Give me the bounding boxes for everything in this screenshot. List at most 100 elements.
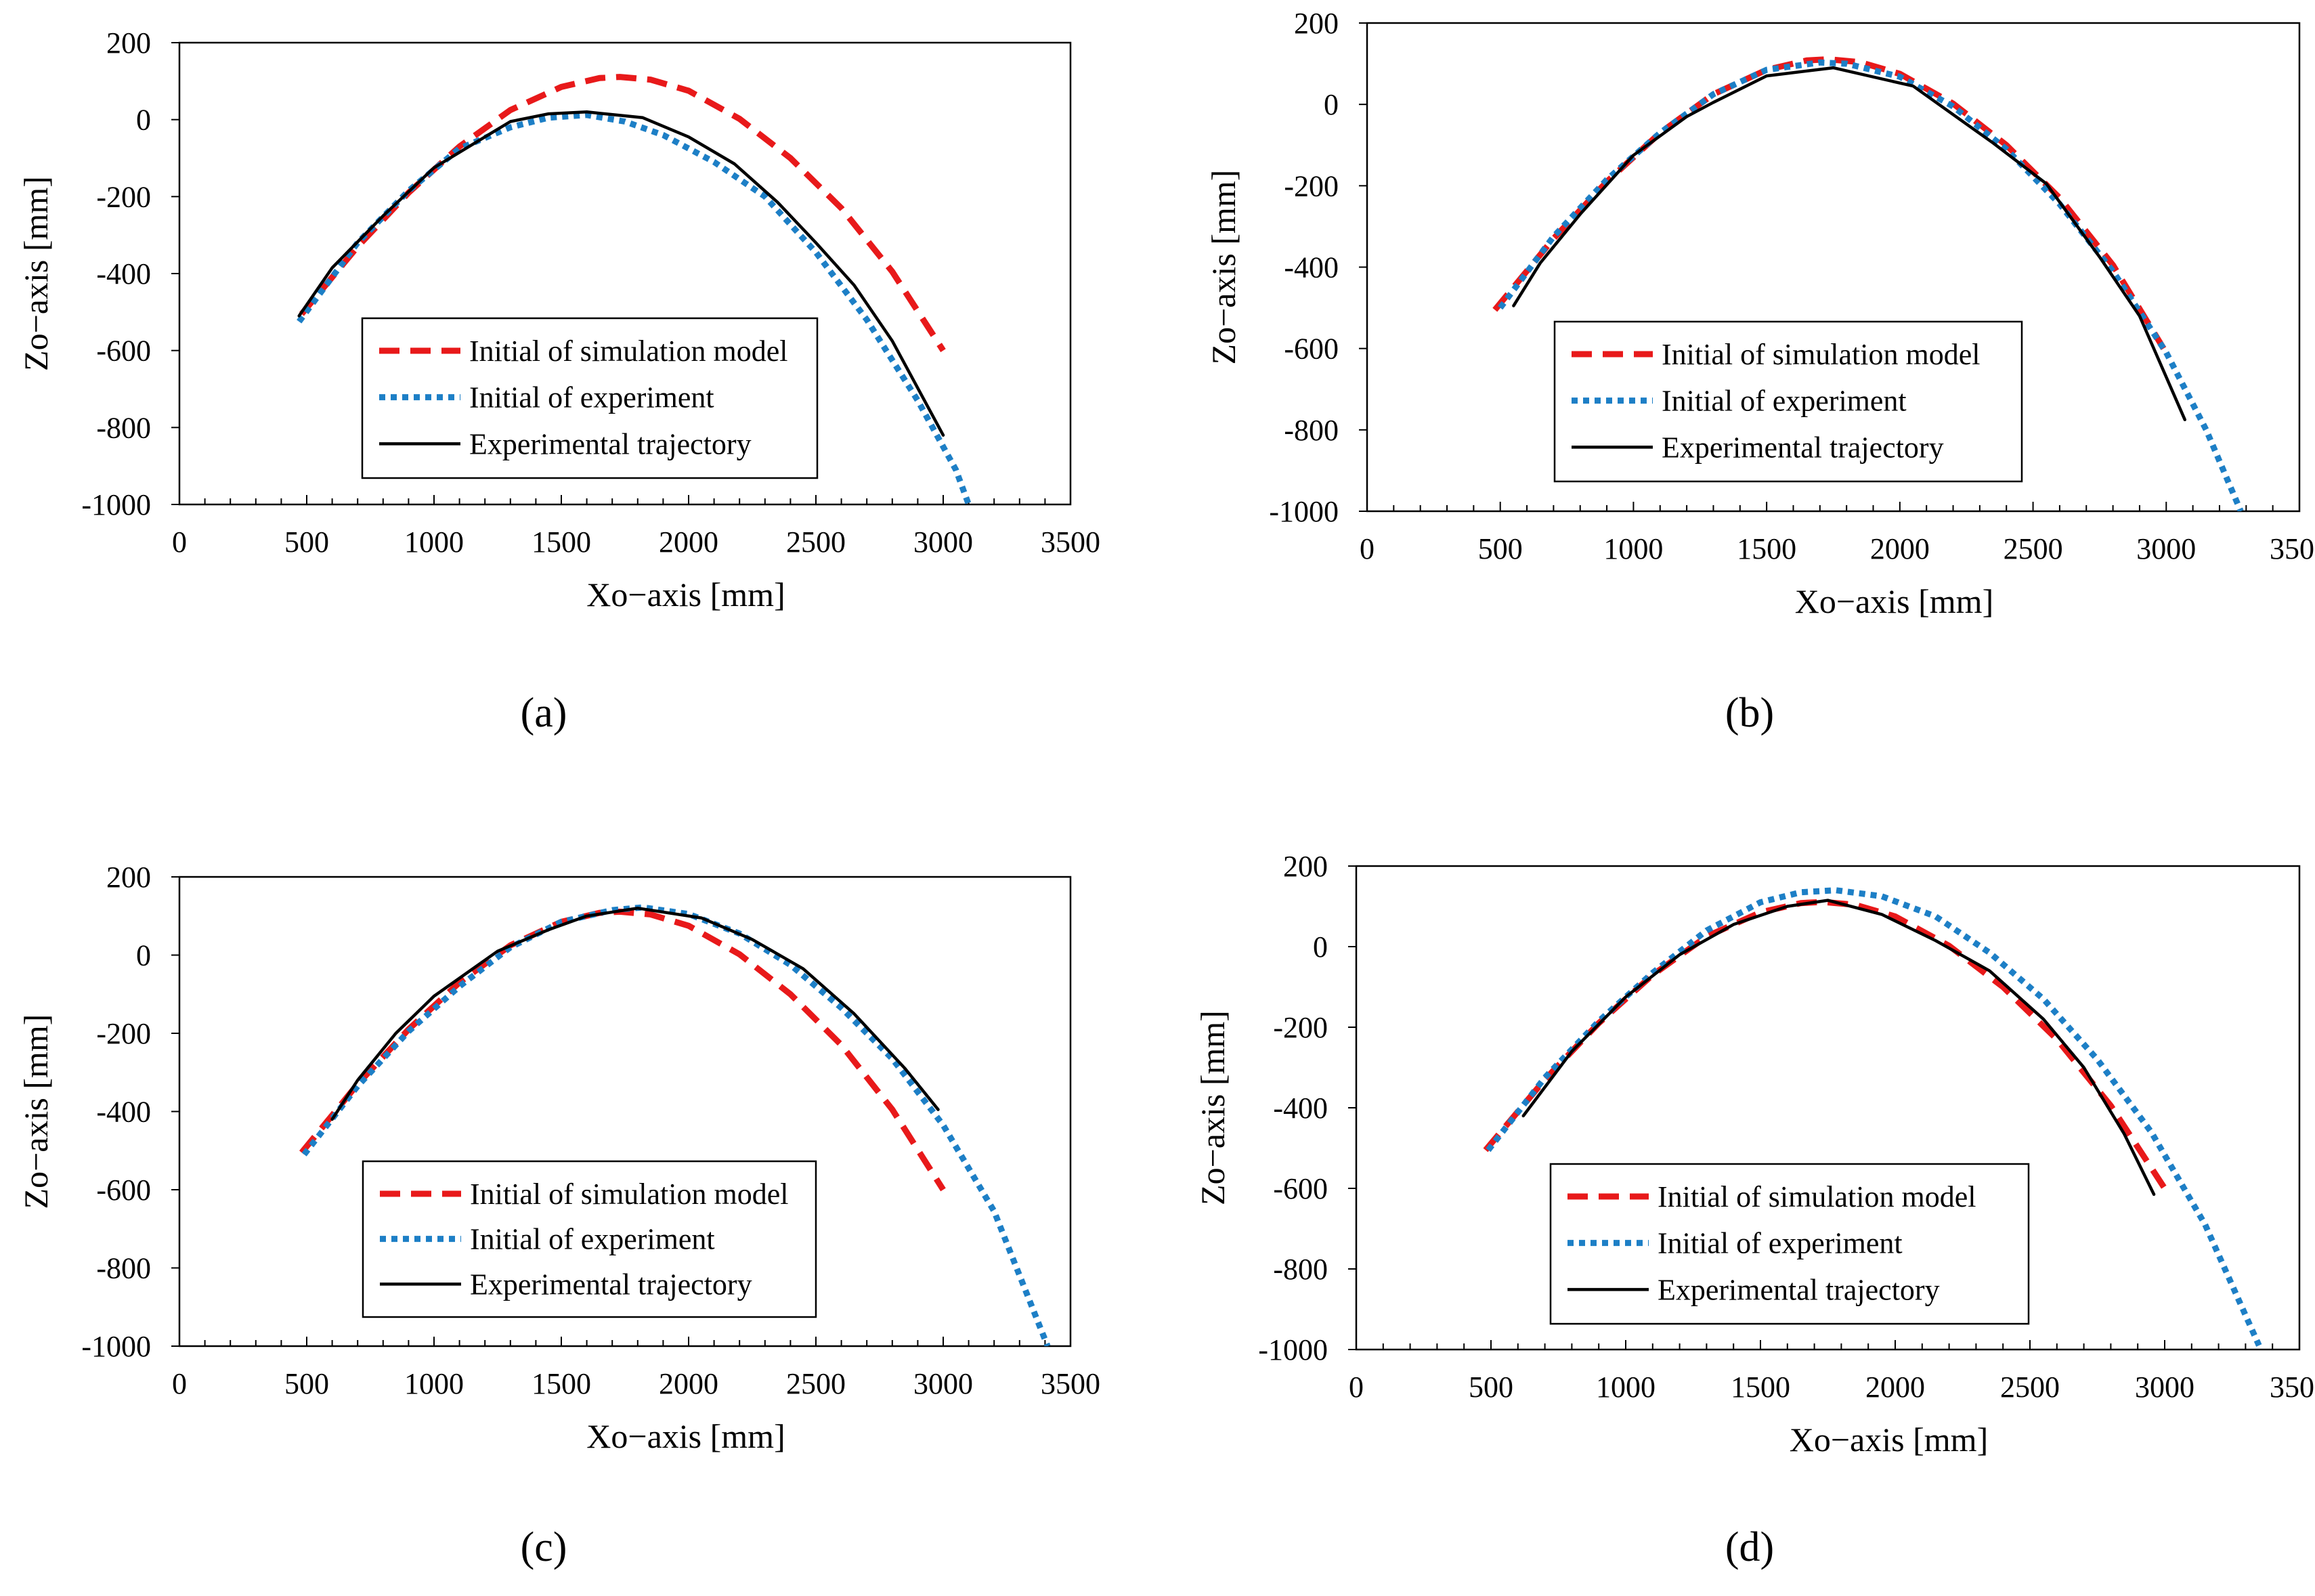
- x-tick-label: 0: [172, 525, 187, 559]
- x-tick-label: 500: [1478, 532, 1523, 565]
- legend-label: Initial of simulation model: [1662, 338, 1981, 371]
- y-tick-label: -1000: [1269, 495, 1339, 528]
- series-line-dashed: [299, 74, 946, 353]
- x-tick-label: 1500: [532, 1367, 591, 1400]
- x-tick-label: 2500: [2000, 1371, 2060, 1404]
- x-tick-label: 2000: [1865, 1371, 1925, 1404]
- x-tick-label: 3500: [1041, 1367, 1100, 1400]
- panel-caption: (a): [521, 690, 567, 736]
- y-tick-label: -800: [1273, 1253, 1328, 1286]
- legend: Initial of simulation model Initial of ex…: [1549, 1163, 2030, 1325]
- y-tick-label: -400: [96, 257, 151, 290]
- x-tick-label: 1000: [404, 1367, 464, 1400]
- x-tick-label: 3000: [913, 525, 973, 559]
- x-tick-label: 2000: [1870, 532, 1930, 565]
- legend-label: Initial of simulation model: [470, 1178, 789, 1211]
- legend-label: Initial of experiment: [1658, 1227, 1903, 1260]
- y-tick-label: -800: [96, 411, 151, 444]
- legend-label: Initial of experiment: [469, 381, 714, 414]
- y-tick-label: -600: [1273, 1172, 1328, 1205]
- legend-label: Experimental trajectory: [1662, 431, 1944, 464]
- series-group: [1483, 887, 2262, 1347]
- y-tick-label: -800: [96, 1252, 151, 1285]
- legend-label: Experimental trajectory: [469, 427, 752, 460]
- legend: Initial of simulation model Initial of ex…: [362, 1160, 817, 1318]
- y-tick-label: -200: [96, 1017, 151, 1050]
- x-tick-label: 2500: [2004, 532, 2063, 565]
- x-axis-title: Xo−axis [mm]: [1790, 1421, 1988, 1459]
- y-axis-title: Zo−axis [mm]: [1194, 1010, 1232, 1205]
- y-tick-label: 0: [1313, 930, 1328, 964]
- series-line-dotted: [297, 112, 972, 504]
- x-tick-label: 3500: [1041, 525, 1100, 559]
- series-line-dotted: [301, 904, 1051, 1346]
- x-axis-title: Xo−axis [mm]: [1795, 582, 1993, 620]
- y-axis-title: Zo−axis [mm]: [1205, 170, 1242, 365]
- y-tick-label: 0: [136, 939, 151, 972]
- y-tick-label: -400: [96, 1096, 151, 1129]
- y-tick-label: -200: [1273, 1011, 1328, 1044]
- chart-panel-4: 05001000150020002500300035002000-200-400…: [1194, 850, 2315, 1570]
- y-tick-label: -1000: [1258, 1333, 1328, 1366]
- series-line-solid: [297, 110, 945, 437]
- y-tick-label: 0: [1324, 88, 1339, 121]
- y-tick-label: -600: [96, 1173, 151, 1207]
- chart-panel-2: 05001000150020002500300035002000-200-400…: [1205, 7, 2315, 736]
- panel-caption: (b): [1725, 690, 1774, 736]
- x-tick-label: 1500: [1737, 532, 1796, 565]
- x-tick-label: 2500: [786, 1367, 846, 1400]
- y-tick-label: -400: [1273, 1092, 1328, 1125]
- series-line-solid: [1512, 66, 2187, 422]
- x-tick-label: 3500: [2270, 1371, 2315, 1404]
- x-tick-label: 3500: [2270, 532, 2315, 565]
- x-tick-label: 3000: [2136, 532, 2196, 565]
- legend-label: Experimental trajectory: [470, 1268, 752, 1301]
- y-tick-label: -1000: [81, 488, 151, 521]
- x-tick-label: 0: [172, 1367, 187, 1400]
- legend-label: Initial of simulation model: [469, 335, 788, 368]
- x-tick-label: 2500: [786, 525, 846, 559]
- series-line-solid: [330, 906, 940, 1121]
- series-group: [297, 74, 972, 504]
- y-axis-title: Zo−axis [mm]: [17, 176, 55, 371]
- x-tick-label: 500: [1469, 1371, 1513, 1404]
- legend: Initial of simulation model Initial of ex…: [1553, 320, 2023, 483]
- chart-panel-1: 0 500 1000 1500 2000 2500 3000 35002000-200-400…: [17, 26, 1100, 736]
- chart-panel-3: 0 500 1000 1500 2000 2500 3000 35002000-200-400…: [17, 861, 1100, 1570]
- x-tick-label: 0: [1349, 1371, 1364, 1404]
- y-tick-label: 200: [1283, 850, 1328, 883]
- x-tick-label: 0: [1360, 532, 1375, 565]
- x-tick-label: 1000: [404, 525, 464, 559]
- legend-label: Experimental trajectory: [1658, 1273, 1940, 1306]
- y-tick-label: -200: [96, 180, 151, 213]
- x-tick-label: 2000: [659, 525, 718, 559]
- series-group: [1492, 56, 2244, 511]
- y-tick-label: 200: [106, 26, 151, 60]
- x-tick-label: 3000: [2135, 1371, 2194, 1404]
- y-tick-label: 200: [106, 861, 151, 894]
- series-line-solid: [1521, 899, 2156, 1196]
- y-tick-label: -600: [96, 335, 151, 368]
- y-tick-label: -1000: [81, 1330, 151, 1363]
- series-group: [299, 904, 1051, 1346]
- legend: Initial of simulation model Initial of ex…: [361, 317, 819, 479]
- y-tick-label: 0: [136, 104, 151, 137]
- x-axis-title: Xo−axis [mm]: [586, 1417, 785, 1455]
- x-tick-label: 500: [284, 525, 329, 559]
- x-tick-label: 2000: [659, 1367, 718, 1400]
- y-tick-label: 200: [1294, 7, 1339, 40]
- x-tick-label: 1500: [1731, 1371, 1790, 1404]
- y-axis-title: Zo−axis [mm]: [17, 1014, 55, 1209]
- panel-caption: (c): [521, 1524, 567, 1570]
- y-tick-label: -400: [1284, 251, 1339, 284]
- x-tick-label: 1500: [532, 525, 591, 559]
- y-tick-label: -200: [1284, 169, 1339, 202]
- x-tick-label: 500: [284, 1367, 329, 1400]
- x-tick-label: 1000: [1596, 1371, 1656, 1404]
- legend-label: Initial of experiment: [470, 1223, 715, 1256]
- x-tick-label: 3000: [913, 1367, 973, 1400]
- legend-label: Initial of experiment: [1662, 385, 1907, 418]
- x-axis-title: Xo−axis [mm]: [586, 576, 785, 613]
- panel-caption: (d): [1725, 1524, 1774, 1570]
